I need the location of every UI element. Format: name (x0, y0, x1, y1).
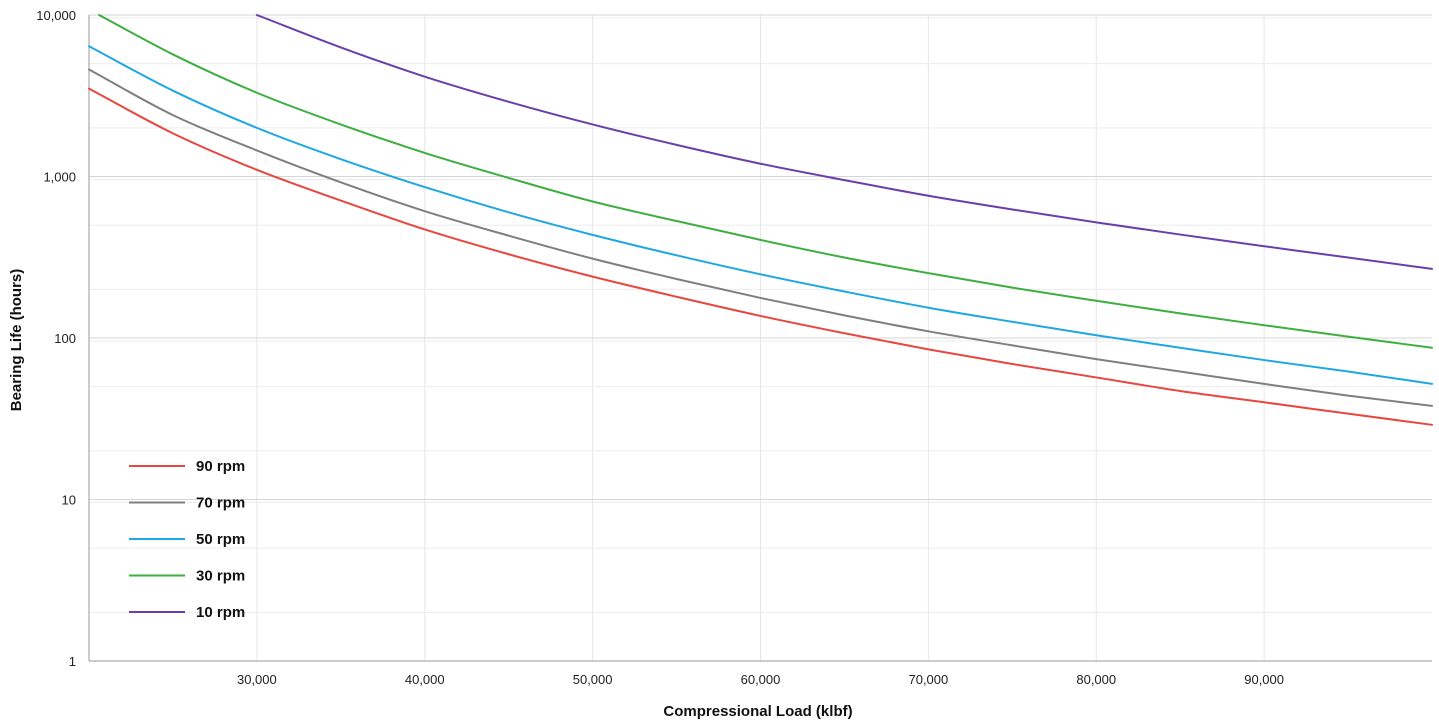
y-tick-label: 10 (62, 493, 76, 508)
x-axis-title: Compressional Load (klbf) (663, 703, 852, 720)
y-axis-title: Bearing Life (hours) (8, 269, 25, 412)
legend-label: 50 rpm (196, 531, 245, 548)
x-tick-label: 40,000 (405, 672, 445, 687)
series-line-90-rpm (88, 87, 1433, 426)
series-layer (88, 14, 1433, 426)
legend-label: 70 rpm (196, 495, 245, 512)
series-line-30-rpm (98, 14, 1433, 349)
x-tick-label: 60,000 (741, 672, 781, 687)
legend-label: 10 rpm (196, 604, 245, 621)
x-tick-label: 30,000 (237, 672, 277, 687)
series-line-50-rpm (88, 45, 1433, 385)
y-tick-label: 1,000 (43, 170, 76, 185)
series-line-70-rpm (88, 68, 1433, 407)
y-tick-label: 100 (54, 331, 76, 346)
legend-label: 30 rpm (196, 568, 245, 585)
axis-layer: 30,000 40,000 50,000 60,000 70,000 80,000 90,0… (36, 8, 1432, 687)
legend: 90 rpm 70 rpm 50 rpm 30 rpm 10 rpm (129, 458, 245, 621)
y-tick-label: 1 (69, 654, 76, 669)
grid-layer (89, 14, 1432, 661)
x-tick-label: 80,000 (1076, 672, 1116, 687)
y-tick-label: 10,000 (36, 8, 76, 23)
legend-label: 90 rpm (196, 458, 245, 475)
series-line-10-rpm (255, 14, 1433, 270)
x-tick-label: 90,000 (1244, 672, 1284, 687)
x-tick-label: 70,000 (908, 672, 948, 687)
x-tick-label: 50,000 (573, 672, 613, 687)
